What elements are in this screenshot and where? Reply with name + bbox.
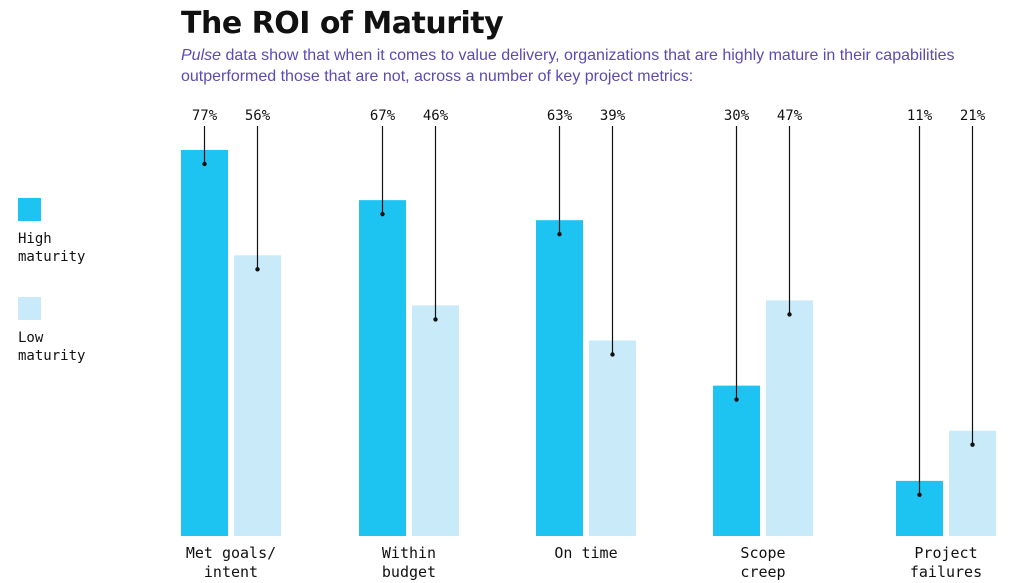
data-label-high-2: 63% (547, 108, 573, 124)
legend-swatch-high (18, 198, 41, 221)
data-label-low-0: 56% (245, 108, 271, 124)
category-label-0-0: Met goals/ (186, 544, 276, 562)
data-label-high-0: 77% (192, 108, 218, 124)
bar-low-3 (766, 300, 813, 536)
category-label-0-1: intent (204, 563, 258, 581)
legend-label-low-line2: maturity (18, 348, 86, 364)
category-label-3-1: creep (740, 563, 785, 581)
legend-swatch-low (18, 297, 41, 320)
data-label-low-4: 21% (960, 108, 986, 124)
data-label-high-4: 11% (907, 108, 933, 124)
legend-label-high: High maturity (18, 230, 108, 266)
leader-dot-low-4 (970, 442, 975, 447)
category-label-4-1: failures (910, 563, 982, 581)
leader-dot-high-2 (557, 231, 562, 237)
data-label-low-2: 39% (600, 108, 626, 124)
bar-high-2 (536, 220, 583, 536)
subtitle-emphasis: Pulse (181, 47, 222, 64)
bar-high-3 (713, 385, 760, 536)
bar-high-0 (181, 150, 228, 536)
bar-low-1 (412, 305, 459, 536)
bar-low-2 (589, 340, 636, 536)
leader-dot-low-1 (433, 317, 438, 322)
legend-item-low: Low maturity (18, 297, 108, 365)
leader-dot-low-0 (255, 267, 260, 272)
legend-label-low: Low maturity (18, 329, 108, 365)
legend-label-high-line1: High (18, 231, 52, 247)
leader-dot-high-0 (202, 161, 207, 167)
leader-dot-high-1 (380, 211, 385, 217)
chart-subtitle: Pulse data show that when it comes to va… (181, 45, 981, 87)
leader-dot-low-3 (787, 312, 792, 317)
category-label-1-0: Within (382, 544, 436, 562)
data-label-low-3: 47% (777, 108, 803, 124)
legend-label-low-line1: Low (18, 330, 44, 346)
data-label-high-1: 67% (370, 108, 396, 124)
legend-label-high-line2: maturity (18, 249, 86, 265)
category-label-3-0: Scope (740, 544, 785, 562)
data-label-low-1: 46% (423, 108, 449, 124)
legend-item-high: High maturity (18, 198, 108, 266)
category-label-4-0: Project (914, 544, 977, 562)
bar-low-4 (949, 430, 996, 536)
leader-dot-high-4 (917, 492, 922, 498)
subtitle-text: data show that when it comes to value de… (181, 47, 955, 85)
category-label-1-1: budget (382, 563, 436, 581)
leader-dot-low-2 (610, 352, 615, 357)
chart-title: The ROI of Maturity (181, 6, 504, 41)
leader-dot-high-3 (734, 397, 739, 402)
bar-high-1 (359, 200, 406, 536)
data-label-high-3: 30% (724, 108, 750, 124)
category-label-2-0: On time (554, 544, 617, 562)
bar-low-0 (234, 255, 281, 537)
